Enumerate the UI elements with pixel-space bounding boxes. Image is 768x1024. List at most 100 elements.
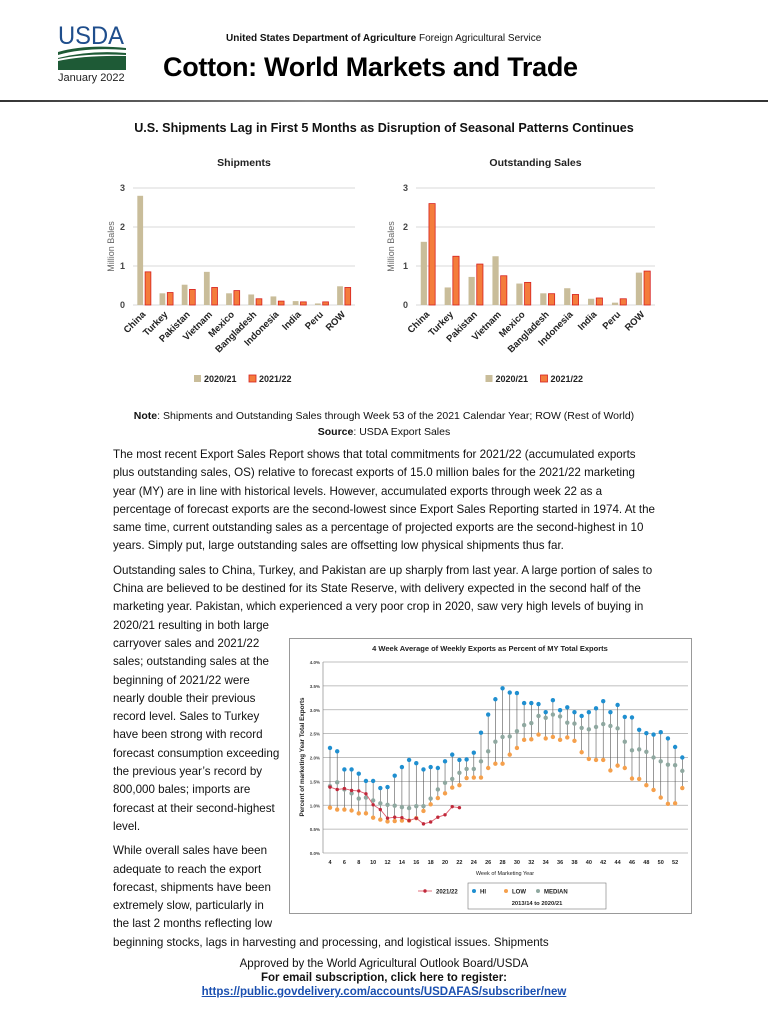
point-low <box>485 765 491 771</box>
point-hi <box>565 705 570 710</box>
point-hi <box>608 709 613 715</box>
point-median <box>421 804 426 809</box>
subscribe-link[interactable]: https://public.govdelivery.com/accounts/… <box>201 986 567 998</box>
footer: Approved by the World Agricultural Outlo… <box>0 957 768 999</box>
chart-title: Shipments <box>217 157 271 169</box>
bar-turkey-2021-22 <box>452 255 460 306</box>
article-body: 4 Week Average of Weekly Exports as Perc… <box>113 446 692 958</box>
x-axis-label: Week of Marketing Year <box>476 871 534 877</box>
point-median <box>665 762 671 767</box>
point-hi <box>478 730 484 735</box>
bar-vietnam-2021-22 <box>211 287 218 306</box>
point-low <box>529 737 534 742</box>
point-median <box>457 770 462 775</box>
x-tick-label: India <box>576 309 600 333</box>
point-low <box>672 801 678 806</box>
bar-china-2021-22 <box>144 271 152 306</box>
x-tick-label: 18 <box>428 860 434 866</box>
bar-row-2021-22 <box>643 270 651 306</box>
point-hi <box>536 701 541 707</box>
point-hi <box>485 712 491 717</box>
x-tick-label: 40 <box>586 860 592 866</box>
point-median <box>557 714 563 719</box>
point-2021-22 <box>414 816 418 820</box>
y-tick-label: 2 <box>120 222 125 232</box>
point-2021-22 <box>378 807 383 812</box>
point-median <box>485 749 491 754</box>
point-hi <box>543 709 548 715</box>
bar-pakistan-2020-21 <box>468 276 475 305</box>
point-2021-22 <box>400 815 404 820</box>
point-hi <box>406 757 412 763</box>
legend-marker <box>423 889 427 893</box>
point-low <box>428 802 433 807</box>
point-low <box>450 785 455 790</box>
point-median <box>507 734 512 739</box>
x-tick-label: 44 <box>615 860 622 866</box>
point-2021-22 <box>450 804 454 809</box>
legend-label: 2020/21 <box>496 374 529 384</box>
point-hi <box>514 690 520 696</box>
point-hi <box>471 750 476 755</box>
bar-vietnam-2020-21 <box>203 271 210 305</box>
x-tick-label: 26 <box>485 860 491 866</box>
x-tick-label: 10 <box>370 860 376 866</box>
y-tick-label: 1 <box>403 261 408 271</box>
point-hi <box>450 752 455 757</box>
point-low <box>435 795 441 801</box>
legend-marker <box>504 889 508 893</box>
point-low <box>493 761 498 766</box>
bar-turkey-2020-21 <box>444 287 451 305</box>
y-tick-label: 2.0% <box>310 756 320 761</box>
y-tick-label: 1.5% <box>310 779 320 784</box>
bar-china-2020-21 <box>420 241 427 305</box>
x-tick-label: 32 <box>528 860 534 866</box>
source-label: Source <box>317 426 354 438</box>
header-divider <box>0 100 768 102</box>
bar-peru-2021-22 <box>619 298 627 306</box>
point-median <box>601 721 606 727</box>
y-tick-label: 0.5% <box>310 827 320 832</box>
svg-text:USDA: USDA <box>58 22 124 50</box>
legend-label: 2021/22 <box>259 374 292 384</box>
x-tick-label: 4 <box>328 860 332 866</box>
legend-label: LOW <box>512 890 526 896</box>
y-tick-label: 0 <box>120 300 125 310</box>
legend-subtitle: 2013/14 to 2020/21 <box>512 901 563 907</box>
bar-india-2020-21 <box>292 301 299 305</box>
point-low <box>579 750 584 755</box>
point-low <box>593 757 599 763</box>
point-low <box>385 819 390 824</box>
legend-swatch <box>485 375 493 382</box>
x-tick-label: 20 <box>442 860 448 866</box>
point-hi <box>651 732 656 737</box>
point-low <box>572 738 577 743</box>
bar-mexico-2020-21 <box>516 283 523 305</box>
bar-india-2020-21 <box>588 298 595 305</box>
note-text: : Shipments and Outstanding Sales throug… <box>157 410 635 422</box>
point-median <box>500 734 505 740</box>
note-label: Note <box>133 410 158 422</box>
point-median <box>399 804 405 810</box>
y-axis-label: Million Bales <box>106 221 116 272</box>
point-low <box>629 776 635 781</box>
x-tick-label: 28 <box>499 860 505 866</box>
point-median <box>471 766 476 772</box>
x-tick-label: 42 <box>600 860 606 866</box>
paragraph-2: Outstanding sales to China, Turkey, and … <box>113 563 653 833</box>
point-hi <box>680 755 685 760</box>
point-hi <box>385 784 390 790</box>
x-tick-label: Peru <box>601 309 624 332</box>
point-median <box>672 762 678 768</box>
y-tick-label: 1.0% <box>310 803 320 808</box>
point-median <box>629 748 635 753</box>
bar-mexico-2021-22 <box>524 281 532 306</box>
bar-china-2021-22 <box>428 203 436 306</box>
point-2021-22 <box>328 785 332 789</box>
bar-vietnam-2020-21 <box>492 256 499 305</box>
point-low <box>608 768 613 773</box>
point-median <box>493 739 498 744</box>
point-hi <box>356 771 361 776</box>
point-hi <box>370 778 376 784</box>
point-low <box>392 818 397 824</box>
